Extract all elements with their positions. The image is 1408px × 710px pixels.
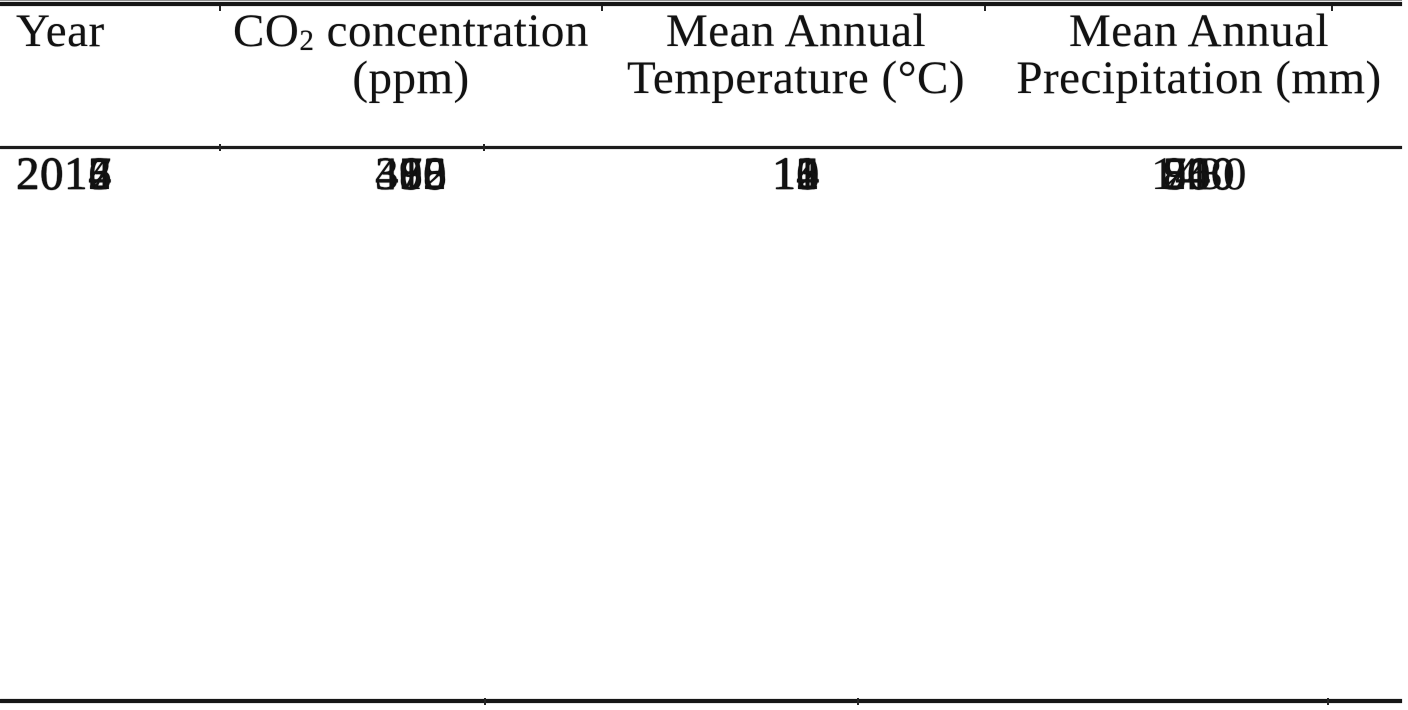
column-boundary-tick — [484, 698, 486, 705]
table-header-row: Year CO2 concentration (ppm) Mean Annual… — [0, 8, 1408, 102]
table-row: 2013 378 11 800 — [0, 151, 1408, 243]
column-boundary-tick — [857, 698, 859, 705]
cell-precipitation: 500 — [1163, 148, 1235, 200]
column-header-year: Year — [0, 8, 220, 102]
header-co2-line1: CO2 concentration — [220, 5, 602, 57]
cell-co2: 366 — [375, 148, 447, 200]
cell-precipitation: 710 — [1163, 148, 1235, 200]
cell-year: 2015 — [16, 148, 112, 200]
table-rule-header-separator — [0, 146, 1402, 149]
header-precip-line2: Precipitation (mm) — [1016, 52, 1382, 104]
cell-year: 2012 — [16, 148, 112, 200]
column-header-co2: CO2 concentration (ppm) — [220, 8, 602, 102]
cell-year: 2014 — [16, 148, 112, 200]
header-temp-line2: Temperature (°C) — [627, 52, 965, 104]
cell-year: 2016 — [16, 148, 112, 200]
table-row: 2015 390 13 260 — [0, 151, 1408, 243]
cell-co2: 390 — [375, 148, 447, 200]
table-row: 2017 410 15 1430 — [0, 151, 1408, 243]
cell-temperature: 11 — [772, 148, 820, 200]
column-boundary-tick — [219, 6, 221, 11]
cell-year: 2013 — [16, 148, 112, 200]
header-temp-line1: Mean Annual — [665, 5, 927, 57]
table-row: 2014 382 12 940 — [0, 151, 1408, 243]
cell-temperature: 15 — [772, 148, 820, 200]
column-boundary-tick — [483, 144, 485, 151]
cell-precipitation: 1430 — [1151, 148, 1247, 200]
table-rule-top — [0, 2, 1402, 6]
column-header-precipitation: Mean Annual Precipitation (mm) — [990, 8, 1408, 102]
cell-co2: 405 — [375, 148, 447, 200]
column-boundary-tick — [1327, 698, 1329, 705]
cell-temperature: 13 — [772, 148, 820, 200]
header-year-label: Year — [16, 5, 105, 57]
cell-co2: 410 — [375, 148, 447, 200]
cell-co2: 378 — [375, 148, 447, 200]
co2-text: CO — [233, 5, 300, 57]
co2-subscript: 2 — [299, 24, 315, 57]
cell-temperature: 10 — [772, 148, 820, 200]
column-boundary-tick — [219, 144, 221, 151]
column-boundary-tick — [984, 6, 986, 11]
cell-precipitation: 800 — [1163, 148, 1235, 200]
header-co2-unit: (ppm) — [352, 52, 470, 104]
cell-co2: 382 — [375, 148, 447, 200]
column-boundary-tick — [1331, 6, 1333, 11]
column-header-temperature: Mean Annual Temperature (°C) — [602, 8, 990, 102]
cell-precipitation: 940 — [1163, 148, 1235, 200]
column-boundary-tick — [601, 6, 603, 11]
cell-temperature: 14 — [772, 148, 820, 200]
table-row: 2016 405 14 710 — [0, 151, 1408, 243]
table-row: 2012 366 10 500 — [0, 151, 1408, 243]
concentration-text: concentration — [314, 5, 589, 57]
header-precip-line1: Mean Annual — [1068, 5, 1330, 57]
table-top-hairline — [0, 0, 1402, 1]
cell-precipitation: 260 — [1163, 148, 1235, 200]
cell-temperature: 12 — [772, 148, 820, 200]
cell-year: 2017 — [16, 148, 112, 200]
table-rule-bottom — [0, 699, 1402, 703]
